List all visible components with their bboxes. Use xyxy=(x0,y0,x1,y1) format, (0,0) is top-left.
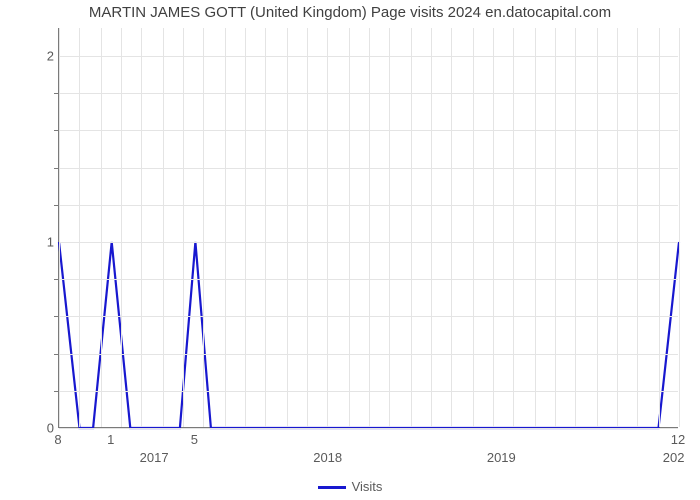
x-tick-label: 12 xyxy=(671,432,685,447)
y-minor-tick xyxy=(54,93,58,94)
gridline-v xyxy=(141,28,142,427)
x-tick-label: 1 xyxy=(107,432,114,447)
y-tick-label: 0 xyxy=(34,421,54,436)
gridline-v xyxy=(513,28,514,427)
gridline-v xyxy=(101,28,102,427)
gridline-v xyxy=(349,28,350,427)
y-minor-tick xyxy=(54,279,58,280)
gridline-v xyxy=(327,28,328,427)
gridline-v xyxy=(121,28,122,427)
plot-area xyxy=(58,28,678,428)
gridline-v xyxy=(245,28,246,427)
gridline-v xyxy=(535,28,536,427)
y-minor-tick xyxy=(54,354,58,355)
gridline-v xyxy=(575,28,576,427)
gridline-v xyxy=(411,28,412,427)
gridline-v xyxy=(287,28,288,427)
y-minor-tick xyxy=(54,205,58,206)
x-tick-label: 5 xyxy=(191,432,198,447)
gridline-v xyxy=(203,28,204,427)
gridline-v xyxy=(79,28,80,427)
gridline-v xyxy=(493,28,494,427)
gridline-v xyxy=(617,28,618,427)
gridline-v xyxy=(597,28,598,427)
x-year-label: 2019 xyxy=(487,450,516,465)
gridline-v xyxy=(369,28,370,427)
x-year-label-partial: 202 xyxy=(663,450,685,465)
legend: Visits xyxy=(0,479,700,494)
legend-label: Visits xyxy=(352,479,383,494)
gridline-v xyxy=(183,28,184,427)
y-minor-tick xyxy=(54,316,58,317)
y-minor-tick xyxy=(54,391,58,392)
x-year-label: 2018 xyxy=(313,450,342,465)
legend-swatch xyxy=(318,486,346,489)
y-tick-label: 1 xyxy=(34,234,54,249)
gridline-v xyxy=(265,28,266,427)
gridline-v xyxy=(555,28,556,427)
gridline-v xyxy=(307,28,308,427)
gridline-v xyxy=(473,28,474,427)
chart-title: MARTIN JAMES GOTT (United Kingdom) Page … xyxy=(0,4,700,21)
x-tick-label: 8 xyxy=(54,432,61,447)
gridline-v xyxy=(679,28,680,427)
y-minor-tick xyxy=(54,130,58,131)
gridline-h-major xyxy=(59,428,678,429)
gridline-v xyxy=(659,28,660,427)
x-year-label: 2017 xyxy=(140,450,169,465)
y-minor-tick xyxy=(54,168,58,169)
gridline-v xyxy=(431,28,432,427)
gridline-v xyxy=(389,28,390,427)
gridline-v xyxy=(59,28,60,427)
y-tick-label: 2 xyxy=(34,48,54,63)
gridline-v xyxy=(163,28,164,427)
gridline-v xyxy=(225,28,226,427)
gridline-v xyxy=(637,28,638,427)
gridline-v xyxy=(451,28,452,427)
